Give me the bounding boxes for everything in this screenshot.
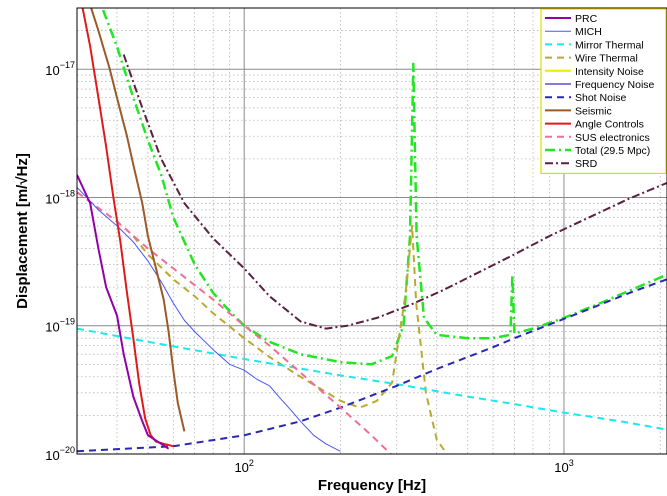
legend-box [540,8,667,174]
x-ticks: 102 103 [234,458,573,475]
x-tick-label: 102 [234,458,253,475]
legend-label: MICH [575,26,602,38]
series-line-total-29-5-mpc [100,8,667,366]
series-line-mirror-thermal [77,327,667,431]
legend-label: SUS electronics [575,132,650,144]
y-tick-label: 10−18 [45,188,75,206]
legend-label: SRD [575,158,598,170]
series-group [77,8,667,454]
legend-label: Wire Thermal [575,53,638,65]
series-line-seismic [90,8,186,432]
legend-label: PRC [575,13,598,25]
y-tick-label: 10−19 [45,317,75,335]
series-line-mich [77,186,341,452]
series-line-shot-noise [77,278,667,453]
x-tick-label: 103 [554,458,573,475]
y-tick-label: 10−17 [45,60,75,78]
series-line-sus-electronics [77,191,393,454]
series-line-prc [77,174,170,450]
legend-label: Seismic [575,105,612,117]
series-line-srd [122,54,667,330]
y-ticks: 10−20 10−19 10−18 10−17 [45,60,75,463]
legend-label: Frequency Noise [575,79,655,91]
legend-label: Mirror Thermal [575,39,644,51]
x-axis-label: Frequency [Hz] [318,477,426,494]
legend-label: Total (29.5 Mpc) [575,145,650,157]
legend-label: Intensity Noise [575,66,644,78]
plot-frame [76,7,667,455]
y-axis-label: Displacement [m/√Hz] [14,153,31,309]
legend-label: Shot Noise [575,92,627,104]
y-tick-label: 10−20 [45,445,75,463]
legend-label: Angle Controls [575,119,644,131]
